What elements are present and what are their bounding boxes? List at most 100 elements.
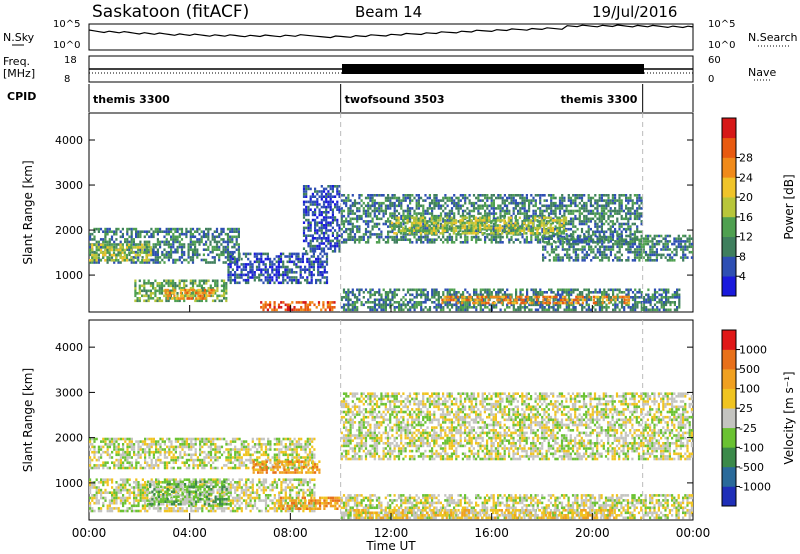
heatmap-cell bbox=[369, 306, 372, 309]
heatmap-cell bbox=[216, 289, 219, 293]
heatmap-cell bbox=[189, 282, 192, 285]
heatmap-cell bbox=[569, 204, 573, 208]
heatmap-cell bbox=[176, 258, 179, 262]
heatmap-cell bbox=[367, 214, 370, 218]
heatmap-cell bbox=[198, 284, 201, 288]
heatmap-cell bbox=[601, 308, 604, 312]
heatmap-cell bbox=[174, 261, 177, 264]
heatmap-cell bbox=[137, 230, 140, 233]
heatmap-cell bbox=[607, 196, 610, 200]
heatmap-cell bbox=[642, 298, 646, 302]
heatmap-cell bbox=[484, 196, 487, 200]
heatmap-cell bbox=[572, 259, 575, 262]
heatmap-cell bbox=[378, 204, 381, 208]
heatmap-cell bbox=[653, 298, 657, 302]
heatmap-cell bbox=[435, 303, 438, 307]
heatmap-cell bbox=[435, 306, 438, 309]
heatmap-cell bbox=[633, 212, 636, 215]
heatmap-cell bbox=[499, 291, 502, 294]
heatmap-cell bbox=[191, 284, 195, 288]
heatmap-cell bbox=[329, 185, 332, 188]
heatmap-cell bbox=[300, 306, 303, 309]
heatmap-cell bbox=[495, 233, 498, 236]
heatmap-cell bbox=[172, 235, 175, 239]
heatmap-cell bbox=[512, 194, 515, 197]
heatmap-cell bbox=[559, 234, 562, 238]
heatmap-cell bbox=[539, 196, 542, 200]
heatmap-cell bbox=[614, 227, 617, 231]
heatmap-cell bbox=[490, 232, 493, 235]
heatmap-cell bbox=[145, 232, 149, 236]
heatmap-cell bbox=[470, 226, 473, 230]
heatmap-cell bbox=[166, 291, 169, 295]
heatmap-cell bbox=[558, 216, 561, 220]
heatmap-cell bbox=[528, 296, 531, 299]
heatmap-cell bbox=[269, 303, 272, 307]
heatmap-cell bbox=[415, 301, 418, 304]
heatmap-cell bbox=[601, 256, 604, 259]
heatmap-cell bbox=[574, 230, 577, 234]
heatmap-cell bbox=[457, 199, 460, 202]
heatmap-cell bbox=[542, 248, 545, 251]
heatmap-cell bbox=[302, 195, 306, 198]
heatmap-cell bbox=[218, 248, 221, 251]
heatmap-cell bbox=[106, 230, 109, 233]
heatmap-cell bbox=[614, 230, 617, 234]
heatmap-cell bbox=[273, 268, 276, 271]
heatmap-cell bbox=[622, 194, 625, 197]
heatmap-cell bbox=[310, 263, 313, 266]
heatmap-cell bbox=[502, 298, 505, 302]
heatmap-cell bbox=[614, 209, 617, 213]
heatmap-cell bbox=[249, 276, 252, 279]
heatmap-cell bbox=[297, 265, 300, 269]
heatmap-cell bbox=[345, 220, 348, 223]
heatmap-cell bbox=[461, 298, 464, 302]
heatmap-cell bbox=[605, 256, 608, 259]
heatmap-cell bbox=[391, 296, 394, 299]
heatmap-cell bbox=[472, 221, 475, 225]
heatmap-cell bbox=[424, 296, 427, 299]
heatmap-cell bbox=[625, 293, 628, 297]
heatmap-cell bbox=[154, 261, 157, 264]
heatmap-cell bbox=[402, 303, 405, 307]
heatmap-cell bbox=[207, 232, 210, 236]
heatmap-cell bbox=[534, 226, 537, 230]
heatmap-cell bbox=[342, 303, 346, 307]
heatmap-cell bbox=[220, 279, 223, 283]
heatmap-cell bbox=[152, 282, 155, 285]
heatmap-cell bbox=[314, 226, 317, 230]
heatmap-cell bbox=[499, 233, 502, 236]
heatmap-cell bbox=[494, 301, 497, 305]
heatmap-cell bbox=[417, 194, 420, 197]
heatmap-cell bbox=[373, 308, 376, 312]
heatmap-cell bbox=[231, 250, 234, 254]
heatmap-cell bbox=[607, 199, 610, 202]
heatmap-cell bbox=[205, 299, 208, 303]
heatmap-cell bbox=[577, 234, 580, 238]
heatmap-cell bbox=[563, 209, 566, 213]
heatmap-cell bbox=[172, 287, 175, 290]
heatmap-cell bbox=[391, 293, 394, 297]
heatmap-cell bbox=[627, 259, 630, 262]
heatmap-cell bbox=[311, 218, 314, 222]
heatmap-cell bbox=[488, 214, 491, 218]
heatmap-cell bbox=[315, 260, 318, 264]
heatmap-cell bbox=[529, 301, 532, 305]
heatmap-cell bbox=[398, 301, 401, 304]
heatmap-cell bbox=[413, 229, 416, 232]
heatmap-cell bbox=[304, 271, 307, 274]
heatmap-cell bbox=[468, 224, 471, 227]
heatmap-cell bbox=[210, 291, 213, 295]
heatmap-cell bbox=[555, 259, 558, 262]
heatmap-cell bbox=[269, 276, 272, 279]
heatmap-cell bbox=[269, 306, 272, 309]
heatmap-cell bbox=[544, 256, 547, 259]
heatmap-cell bbox=[302, 208, 306, 211]
heatmap-cell bbox=[489, 295, 492, 299]
heatmap-cell bbox=[262, 281, 265, 285]
heatmap-cell bbox=[598, 248, 602, 251]
heatmap-cell bbox=[393, 232, 396, 235]
heatmap-cell bbox=[213, 258, 216, 262]
heatmap-cell bbox=[636, 235, 639, 239]
heatmap-cell bbox=[360, 204, 363, 208]
